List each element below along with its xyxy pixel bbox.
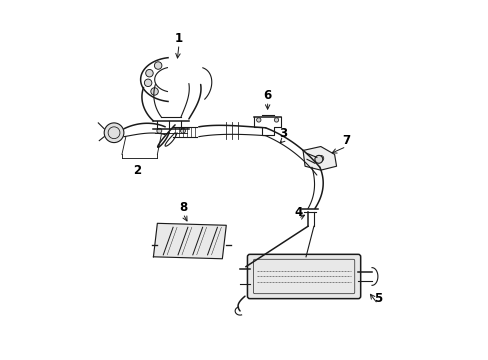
Text: 6: 6 [263,89,271,102]
Circle shape [274,118,278,122]
Text: 3: 3 [279,127,287,140]
Text: 7: 7 [342,134,350,147]
Text: 5: 5 [373,292,381,305]
Circle shape [145,69,153,77]
Text: 4: 4 [293,206,302,219]
Circle shape [150,88,158,95]
Circle shape [256,118,261,122]
FancyBboxPatch shape [247,254,360,299]
Circle shape [104,123,123,143]
Circle shape [180,128,185,133]
Text: 8: 8 [179,201,187,214]
Circle shape [314,156,322,163]
Circle shape [144,79,152,86]
Text: 1: 1 [175,32,183,45]
Polygon shape [153,223,226,259]
Circle shape [317,156,323,161]
Circle shape [157,128,162,133]
Circle shape [154,62,162,69]
Text: 2: 2 [133,164,142,177]
Polygon shape [303,147,336,170]
